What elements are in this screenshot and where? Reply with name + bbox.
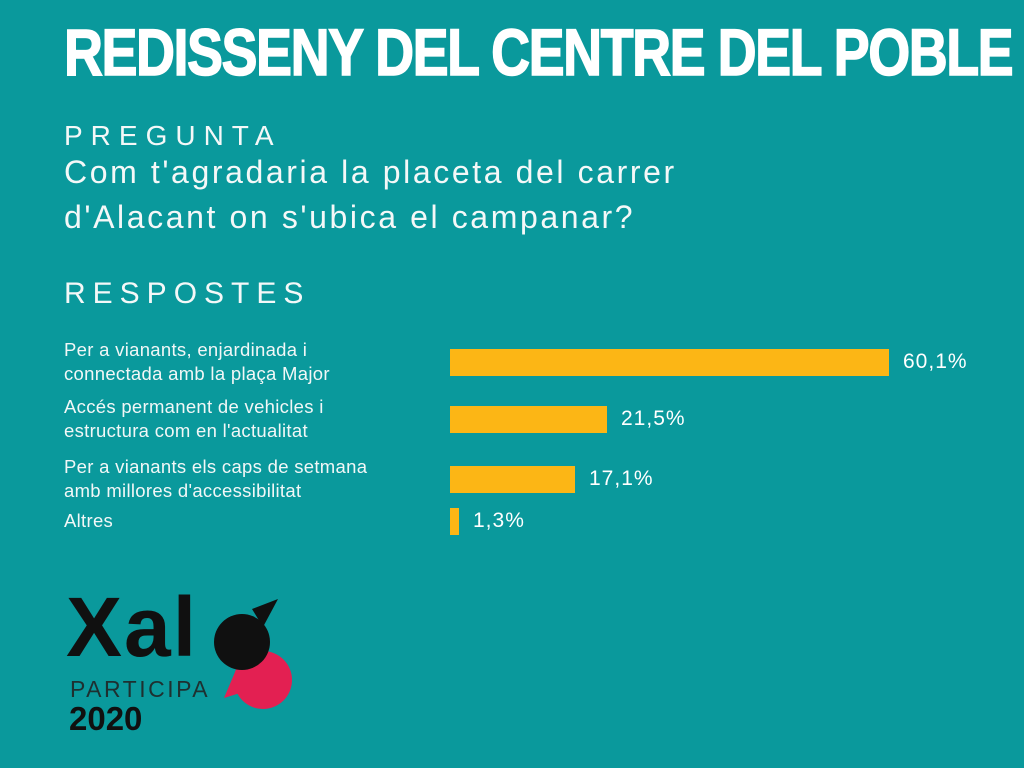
question-line-1: Com t'agradaria la placeta del carrer <box>64 154 677 190</box>
bar-value-label: 17,1% <box>589 467 654 490</box>
answers-section-label: RESPOSTES <box>64 277 311 310</box>
bar-value-label: 60,1% <box>903 350 968 373</box>
logo-wordmark: Xal <box>66 588 198 674</box>
page-title: REDISSENY DEL CENTRE DEL POBLE <box>63 16 1014 90</box>
chart-row: Per a vianants, enjardinada i connectada… <box>64 336 994 388</box>
bar-category-label: Altres <box>64 510 114 531</box>
bar-category-label: Per a vianants els caps de setmana amb m… <box>64 456 368 501</box>
question-text: Com t'agradaria la placeta del carrer d'… <box>64 150 884 240</box>
question-section-label: PREGUNTA <box>64 120 282 151</box>
chart-row: Altres 1,3% <box>64 507 994 535</box>
chart-row: Accés permanent de vehicles i estructura… <box>64 393 994 445</box>
logo-subtitle: PARTICIPA <box>70 676 210 702</box>
bar-segment <box>450 507 459 535</box>
bar-segment <box>450 348 889 376</box>
logo-year: 2020 <box>69 700 142 737</box>
bar-value-label: 1,3% <box>473 509 525 532</box>
bar-category-label: Per a vianants, enjardinada i connectada… <box>64 339 330 384</box>
bar-category-label: Accés permanent de vehicles i estructura… <box>64 396 324 441</box>
black-speech-bubble-icon <box>214 599 278 670</box>
xalo-participa-logo: Xal PARTICIPA 2020 <box>66 588 292 737</box>
bar-segment <box>450 465 575 493</box>
bar-segment <box>450 405 607 433</box>
chart-row: Per a vianants els caps de setmana amb m… <box>64 453 994 505</box>
bar-value-label: 21,5% <box>621 407 686 430</box>
question-line-2: d'Alacant on s'ubica el campanar? <box>64 199 636 235</box>
